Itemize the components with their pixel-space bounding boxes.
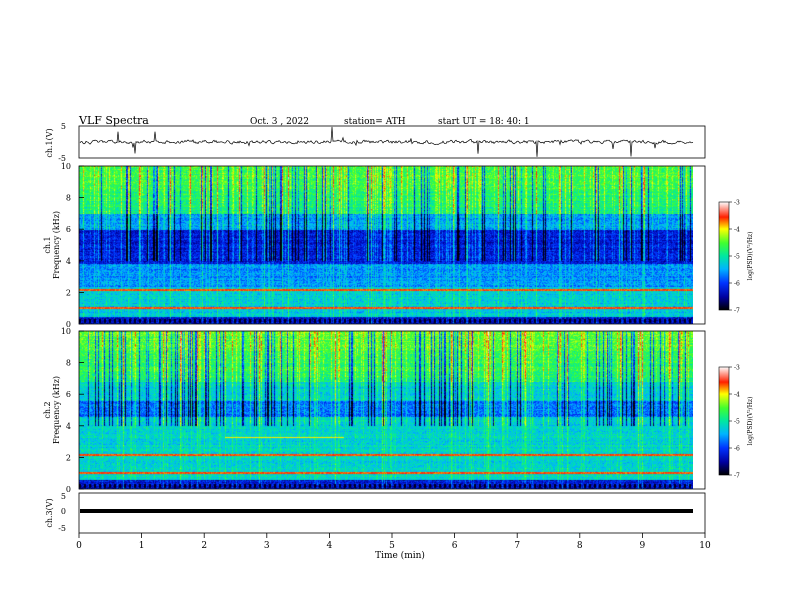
ch1-spectrogram-channel-label: ch.1 xyxy=(43,236,52,253)
x-tick-label-8: 8 xyxy=(577,541,583,551)
x-tick-label-0: 0 xyxy=(76,541,82,551)
ch2-colorbar-label: log(PSD)(V²/Hz) xyxy=(747,397,754,446)
ch1-colorbar-tick-label-0: -3 xyxy=(734,200,740,207)
ch2-spectrogram-ylabel: Frequency (kHz) xyxy=(52,376,61,444)
ch1-ylabel: ch.1(V) xyxy=(45,128,54,157)
ch2-spectrogram-ytick-label-2: 6 xyxy=(66,390,71,399)
ch1-waveform-line xyxy=(79,126,694,157)
station-label: station= ATH xyxy=(344,117,406,127)
ch2-colorbar-tick-label-2: -5 xyxy=(734,419,740,426)
ch1-ytick-bottom: -5 xyxy=(58,154,66,163)
date-label: Oct. 3 , 2022 xyxy=(250,117,309,127)
ch2-spectrogram-frame xyxy=(78,330,706,490)
ch3-waveform-panel: 5 0 -5 ch.3(V) 0 1 2 3 4 5 6 7 8 9 10 Time (min) xyxy=(45,492,711,561)
ch1-waveform-frame xyxy=(78,125,706,159)
ch1-colorbar-tick-label-2: -5 xyxy=(734,254,740,261)
ch1-spectrogram-frame xyxy=(78,165,706,325)
ch2-spectrogram-ytick-label-5: 0 xyxy=(66,485,71,494)
ch1-colorbar-tick-label-4: -7 xyxy=(734,308,740,315)
ch1-colorbar xyxy=(718,201,730,311)
x-tick-label-4: 4 xyxy=(327,541,333,551)
ch3-ytick-bottom: -5 xyxy=(58,524,66,533)
ch2-spectrogram-ytick-label-0: 10 xyxy=(61,327,71,336)
x-tick-label-5: 5 xyxy=(389,541,395,551)
ch2-spectrogram-ytick-label-3: 4 xyxy=(66,422,71,431)
ch1-colorbar-tick-label-1: -4 xyxy=(734,227,740,234)
ch1-colorbar-label: log(PSD)(V²/Hz) xyxy=(747,232,754,281)
x-tick-label-3: 3 xyxy=(264,541,270,551)
x-tick-label-9: 9 xyxy=(640,541,646,551)
ch1-ytick-top: 5 xyxy=(61,122,66,131)
ch1-spectrogram-ytick-label-1: 8 xyxy=(66,194,71,203)
ch2-colorbar-tick-label-1: -4 xyxy=(734,392,740,399)
ch1-spectrogram-ytick-label-4: 2 xyxy=(66,288,71,297)
ch2-spectrogram-ytick-label-1: 8 xyxy=(66,359,71,368)
x-tick-label-1: 1 xyxy=(139,541,145,551)
ch2-spectrogram-image xyxy=(79,331,693,489)
x-tick-label-6: 6 xyxy=(452,541,458,551)
ch2-colorbar-tick-label-3: -6 xyxy=(734,446,740,453)
ch2-spectrogram-channel-label: ch.2 xyxy=(43,401,52,418)
ch1-spectrogram-image xyxy=(79,166,693,324)
ch1-spectrogram-ytick-label-5: 0 xyxy=(66,320,71,329)
ch1-spectrogram-ytick-label-2: 6 xyxy=(66,225,71,234)
x-tick-label-7: 7 xyxy=(514,541,520,551)
ch3-ytick-mid: 0 xyxy=(61,507,66,516)
figure-title: VLF Spectra xyxy=(78,114,149,127)
ch3-ylabel: ch.3(V) xyxy=(45,498,54,527)
ch2-colorbar xyxy=(718,366,730,476)
x-axis-label: Time (min) xyxy=(375,550,425,561)
ch1-spectrogram-ytick-label-3: 4 xyxy=(66,257,71,266)
ch1-colorbar-tick-label-3: -6 xyxy=(734,281,740,288)
ch3-ytick-top: 5 xyxy=(61,492,66,501)
start-ut-label: start UT = 18: 40: 1 xyxy=(438,117,530,127)
ch1-spectrogram-ylabel: Frequency (kHz) xyxy=(52,211,61,279)
ch1-spectrogram-ytick-label-0: 10 xyxy=(61,162,71,171)
x-tick-label-10: 10 xyxy=(699,541,711,551)
ch2-colorbar-tick-label-4: -7 xyxy=(734,473,740,480)
ch2-spectrogram-ytick-label-4: 2 xyxy=(66,453,71,462)
ch2-colorbar-tick-label-0: -3 xyxy=(734,365,740,372)
ch1-waveform-panel: 5 -5 ch.1(V) xyxy=(45,122,706,163)
x-tick-label-2: 2 xyxy=(201,541,207,551)
